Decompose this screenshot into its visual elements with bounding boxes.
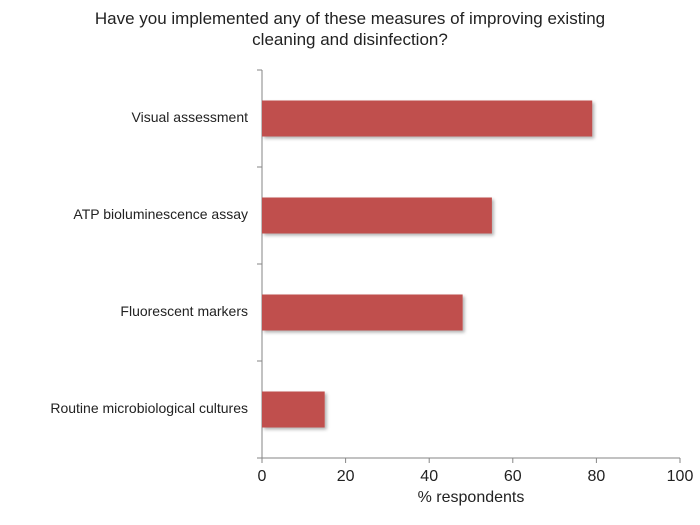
x-axis-label: % respondents [418, 489, 525, 506]
x-tick-label: 100 [667, 468, 694, 485]
x-tick-label: 60 [504, 468, 522, 485]
x-tick-label: 80 [588, 468, 606, 485]
x-tick-label: 0 [258, 468, 267, 485]
bar [262, 100, 593, 137]
y-tick-label: ATP bioluminescence assay [73, 206, 248, 222]
bar [262, 197, 492, 234]
bar [262, 391, 325, 428]
x-tick-label: 20 [337, 468, 355, 485]
y-tick-label: Fluorescent markers [120, 303, 248, 319]
chart-title: Have you implemented any of these measur… [94, 9, 606, 49]
y-tick-label: Visual assessment [132, 109, 249, 125]
y-tick-label: Routine microbiological cultures [50, 400, 248, 416]
x-tick-label: 40 [420, 468, 438, 485]
bar [262, 294, 463, 331]
